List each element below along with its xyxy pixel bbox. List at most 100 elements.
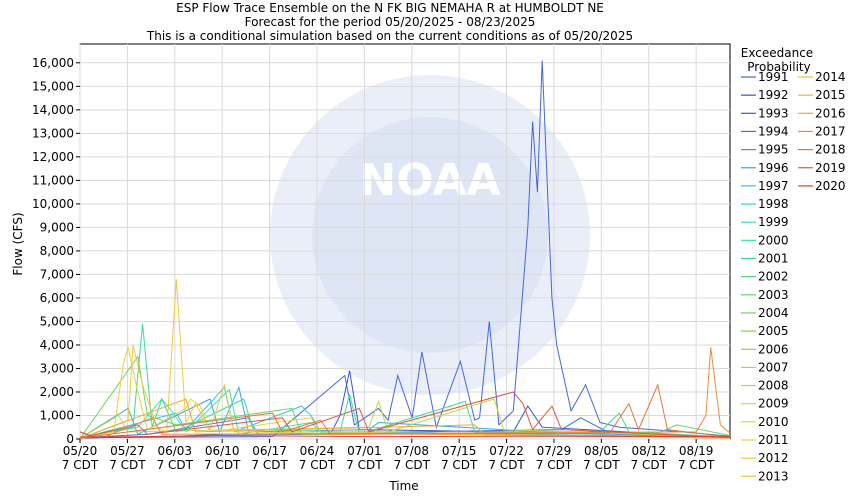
legend-item-1993: 1993 [758, 106, 789, 120]
legend-item-1996: 1996 [758, 161, 789, 175]
x-tick-label: 05/27 [110, 444, 145, 458]
series-line-2019 [79, 391, 731, 439]
x-tick-sublabel: 7 CDT [299, 458, 336, 472]
legend-item-2010: 2010 [758, 415, 789, 429]
legend-item-2020: 2020 [815, 179, 846, 193]
series-line-2020 [79, 431, 731, 438]
legend: Exceedance Probability 1991 1992 1993 1994 1… [741, 46, 846, 483]
legend-item-2012: 2012 [758, 451, 789, 465]
x-tick-label: 08/12 [631, 444, 666, 458]
x-tick-label: 08/05 [584, 444, 619, 458]
y-tick-label: 11,000 [32, 173, 74, 187]
legend-item-2001: 2001 [758, 252, 789, 266]
x-tick-sublabel: 7 CDT [204, 458, 241, 472]
legend-item-1991: 1991 [758, 70, 789, 84]
x-tick-sublabel: 7 CDT [62, 458, 99, 472]
x-tick-sublabel: 7 CDT [488, 458, 525, 472]
legend-item-2002: 2002 [758, 270, 789, 284]
y-tick-label: 15,000 [32, 79, 74, 93]
series-line-1991 [79, 60, 731, 439]
x-tick-sublabel: 7 CDT [631, 458, 668, 472]
legend-item-1995: 1995 [758, 143, 789, 157]
y-tick-label: 8,000 [40, 244, 74, 258]
legend-item-2017: 2017 [815, 124, 846, 138]
y-tick-label: 9,000 [40, 220, 74, 234]
legend-item-2005: 2005 [758, 324, 789, 338]
series-line-1999 [79, 388, 731, 439]
chart-title: ESP Flow Trace Ensemble on the N FK BIG … [146, 1, 633, 43]
x-tick-sublabel: 7 CDT [536, 458, 573, 472]
y-tick-label: 1,000 [40, 408, 74, 422]
x-tick-sublabel: 7 CDT [251, 458, 288, 472]
series-lines [79, 60, 731, 440]
legend-item-2018: 2018 [815, 143, 846, 157]
series-line-2011 [79, 347, 731, 439]
legend-title-line-2: Probability [747, 60, 810, 74]
y-tick-label: 12,000 [32, 150, 74, 164]
series-line-2012 [79, 279, 731, 439]
title-line-2: Forecast for the period 05/20/2025 - 08/… [245, 15, 536, 29]
series-line-2018 [79, 383, 731, 439]
x-tick-label: 07/22 [489, 444, 524, 458]
x-tick-sublabel: 7 CDT [441, 458, 478, 472]
legend-item-2015: 2015 [815, 88, 846, 102]
x-axis-label: Time [388, 479, 418, 493]
legend-item-2014: 2014 [815, 70, 846, 84]
x-tick-label: 06/24 [300, 444, 335, 458]
title-line-3: This is a conditional simulation based o… [146, 29, 633, 43]
x-tick-sublabel: 7 CDT [394, 458, 431, 472]
noaa-watermark-logo: NOAA [270, 75, 590, 395]
y-tick-label: 5,000 [40, 314, 74, 328]
y-tick-label: 2,000 [40, 385, 74, 399]
x-tick-label: 06/03 [157, 444, 192, 458]
legend-item-2019: 2019 [815, 161, 846, 175]
legend-item-1994: 1994 [758, 124, 789, 138]
x-tick-sublabel: 7 CDT [583, 458, 620, 472]
legend-item-1997: 1997 [758, 179, 789, 193]
series-line-2008 [79, 398, 731, 439]
legend-item-2009: 2009 [758, 397, 789, 411]
x-tick-label: 07/15 [442, 444, 477, 458]
x-tick-sublabel: 7 CDT [346, 458, 383, 472]
legend-item-1999: 1999 [758, 215, 789, 229]
legend-item-2013: 2013 [758, 469, 789, 483]
y-tick-label: 10,000 [32, 197, 74, 211]
title-line-1: ESP Flow Trace Ensemble on the N FK BIG … [176, 1, 604, 15]
y-tick-label: 14,000 [32, 103, 74, 117]
x-tick-sublabel: 7 CDT [678, 458, 715, 472]
x-tick-label: 06/17 [252, 444, 287, 458]
y-tick-label: 4,000 [40, 338, 74, 352]
series-line-2015 [79, 398, 731, 440]
legend-item-2016: 2016 [815, 106, 846, 120]
y-tick-label: 16,000 [32, 56, 74, 70]
legend-item-2011: 2011 [758, 433, 789, 447]
series-line-2017 [79, 347, 731, 438]
grid-lines [79, 44, 730, 440]
y-tick-label: 0 [66, 432, 74, 446]
x-tick-label: 05/20 [63, 444, 98, 458]
x-tick-sublabel: 7 CDT [109, 458, 146, 472]
legend-item-2008: 2008 [758, 379, 789, 393]
x-tick-label: 07/01 [347, 444, 382, 458]
x-tick-label: 07/29 [537, 444, 572, 458]
x-tick-sublabel: 7 CDT [157, 458, 194, 472]
legend-item-2003: 2003 [758, 288, 789, 302]
legend-item-2004: 2004 [758, 306, 789, 320]
y-tick-label: 6,000 [40, 291, 74, 305]
x-tick-label: 07/08 [394, 444, 429, 458]
y-axis: 0 1,000 2,000 3,000 4,000 5,000 6,000 7,000 8,00… [32, 56, 80, 446]
legend-item-1992: 1992 [758, 88, 789, 102]
legend-item-2006: 2006 [758, 342, 789, 356]
y-axis-label: Flow (CFS) [11, 212, 25, 275]
y-tick-label: 3,000 [40, 361, 74, 375]
x-tick-label: 08/19 [679, 444, 714, 458]
series-line-1992 [79, 370, 731, 439]
legend-item-1998: 1998 [758, 197, 789, 211]
y-tick-label: 13,000 [32, 126, 74, 140]
legend-item-2007: 2007 [758, 360, 789, 374]
x-tick-label: 06/10 [205, 444, 240, 458]
legend-item-2000: 2000 [758, 233, 789, 247]
legend-title-line-1: Exceedance [741, 46, 813, 60]
